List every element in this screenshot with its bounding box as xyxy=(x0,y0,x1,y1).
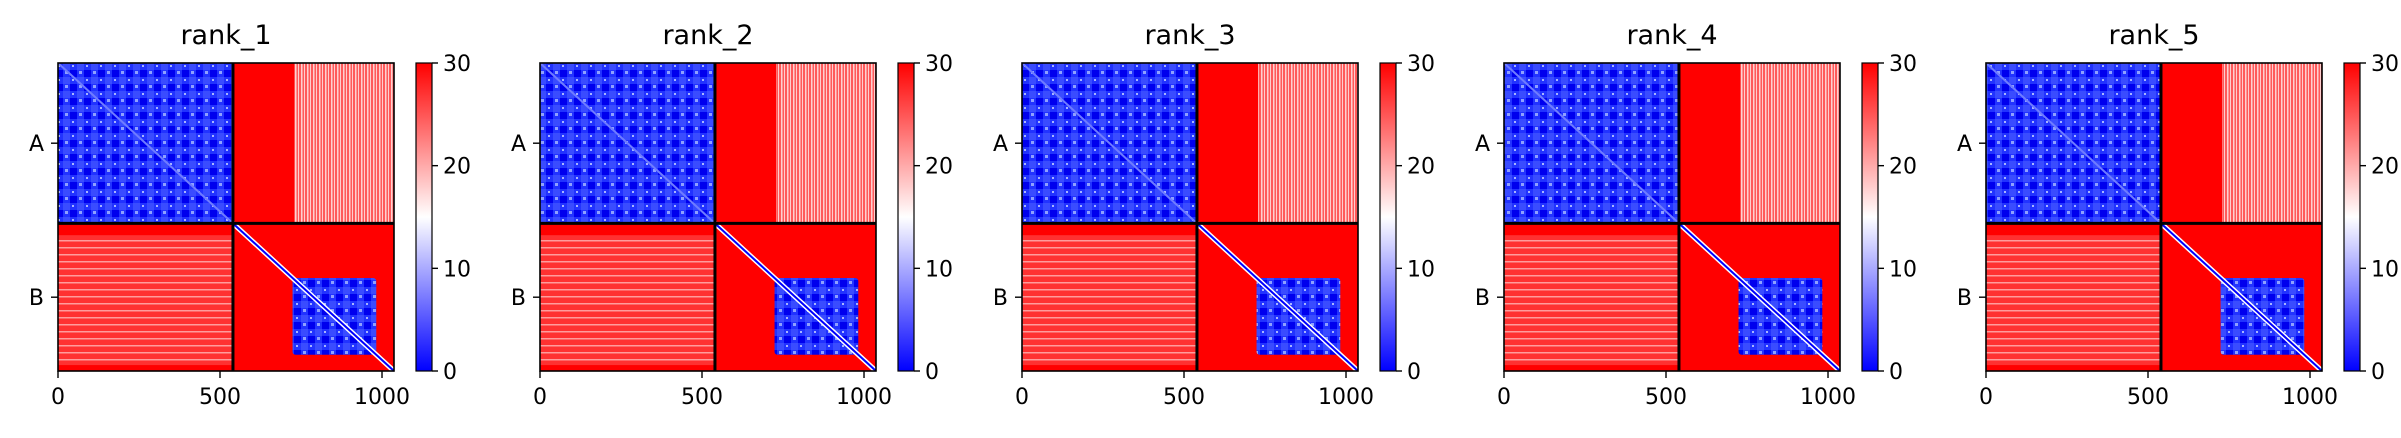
pae-panel-2: rank_2 0 500 1000 A B 0 10 20 30 xyxy=(511,20,953,410)
x-tick-label: 500 xyxy=(199,385,241,410)
b-to-a-block xyxy=(1986,235,2161,366)
x-tick-label: 500 xyxy=(681,385,723,410)
axes-frame xyxy=(57,62,395,372)
colorbar-tick-label: 30 xyxy=(1889,52,1917,77)
axes-frame xyxy=(1021,62,1359,372)
x-tick-label: 0 xyxy=(1979,385,1993,410)
colorbar-tick-label: 10 xyxy=(1889,257,1917,282)
colorbar-tick-label: 10 xyxy=(2371,257,2399,282)
colorbar xyxy=(416,63,432,371)
chain-a-diagonal xyxy=(1021,62,1198,225)
colorbar-frame xyxy=(415,62,433,372)
a-to-b-band xyxy=(1258,63,1358,224)
chain-a-diagonal xyxy=(57,62,234,225)
y-tick-label: B xyxy=(29,286,44,311)
x-tick-label: 1000 xyxy=(1800,385,1856,410)
y-tick-label: B xyxy=(1475,286,1490,311)
colorbar-frame xyxy=(2343,62,2361,372)
colorbar-frame xyxy=(897,62,915,372)
panel-title: rank_4 xyxy=(1626,20,1717,51)
x-tick-label: 0 xyxy=(533,385,547,410)
colorbar-tick-label: 10 xyxy=(443,257,471,282)
colorbar-frame xyxy=(1379,62,1397,372)
colorbar-tick-label: 10 xyxy=(1407,257,1435,282)
y-tick-label: A xyxy=(1475,132,1490,157)
colorbar-tick-label: 30 xyxy=(925,52,953,77)
chain-b-diagonal xyxy=(1196,222,1359,372)
colorbar-tick-label: 0 xyxy=(2371,360,2385,385)
chain-b-diagonal xyxy=(1678,222,1841,372)
colorbar xyxy=(2344,63,2360,371)
a-to-b-band xyxy=(2222,63,2322,224)
b-to-a-block xyxy=(1022,235,1197,366)
x-tick-label: 1000 xyxy=(354,385,410,410)
x-tick-label: 1000 xyxy=(836,385,892,410)
x-tick-label: 1000 xyxy=(2282,385,2338,410)
colorbar-tick-label: 0 xyxy=(925,360,939,385)
axes-frame xyxy=(539,62,877,372)
colorbar-frame xyxy=(1861,62,1879,372)
pae-panel-3: rank_3 0 500 1000 A B 0 10 20 30 xyxy=(993,20,1435,410)
colorbar-tick-label: 20 xyxy=(1407,155,1435,180)
panel-title: rank_3 xyxy=(1144,20,1235,51)
colorbar-tick-label: 0 xyxy=(443,360,457,385)
panel-title: rank_2 xyxy=(662,20,753,51)
a-to-b-band xyxy=(1740,63,1840,224)
colorbar-tick-label: 30 xyxy=(1407,52,1435,77)
chain-b-diagonal xyxy=(714,222,877,372)
x-tick-label: 0 xyxy=(1497,385,1511,410)
chain-a-diagonal xyxy=(1503,62,1680,225)
chain-a-diagonal xyxy=(539,62,716,225)
x-tick-label: 1000 xyxy=(1318,385,1374,410)
panel-title: rank_5 xyxy=(2108,20,2199,51)
x-tick-label: 0 xyxy=(1015,385,1029,410)
chain-b-diagonal xyxy=(232,222,395,372)
colorbar xyxy=(1862,63,1878,371)
a-to-b-band xyxy=(294,63,394,224)
y-tick-label: B xyxy=(1957,286,1972,311)
colorbar-tick-label: 20 xyxy=(1889,155,1917,180)
y-tick-label: B xyxy=(993,286,1008,311)
x-tick-label: 500 xyxy=(1645,385,1687,410)
colorbar-tick-label: 20 xyxy=(443,155,471,180)
chain-b-diagonal xyxy=(2160,222,2323,372)
y-tick-label: B xyxy=(511,286,526,311)
chain-a-diagonal xyxy=(1985,62,2162,225)
b-to-a-block xyxy=(1504,235,1679,366)
b-to-a-block xyxy=(540,235,715,366)
y-tick-label: A xyxy=(993,132,1008,157)
panel-title: rank_1 xyxy=(180,20,271,51)
colorbar-tick-label: 20 xyxy=(925,155,953,180)
b-to-a-block xyxy=(58,235,233,366)
colorbar-tick-label: 30 xyxy=(2371,52,2399,77)
pae-panel-4: rank_4 0 500 1000 A B 0 10 20 30 xyxy=(1475,20,1917,410)
x-tick-label: 500 xyxy=(2127,385,2169,410)
colorbar xyxy=(1380,63,1396,371)
colorbar-tick-label: 10 xyxy=(925,257,953,282)
axes-frame xyxy=(1985,62,2323,372)
pae-panel-1: rank_1 0 500 1000 A B 0 10 20 30 xyxy=(29,20,471,410)
colorbar-tick-label: 20 xyxy=(2371,155,2399,180)
y-tick-label: A xyxy=(1957,132,1972,157)
y-tick-label: A xyxy=(29,132,44,157)
y-tick-label: A xyxy=(511,132,526,157)
colorbar-tick-label: 0 xyxy=(1889,360,1903,385)
x-tick-label: 500 xyxy=(1163,385,1205,410)
colorbar-tick-label: 30 xyxy=(443,52,471,77)
colorbar xyxy=(898,63,914,371)
pae-panel-5: rank_5 0 500 1000 A B 0 10 20 30 xyxy=(1957,20,2399,410)
x-tick-label: 0 xyxy=(51,385,65,410)
colorbar-tick-label: 0 xyxy=(1407,360,1421,385)
axes-frame xyxy=(1503,62,1841,372)
a-to-b-band xyxy=(776,63,876,224)
